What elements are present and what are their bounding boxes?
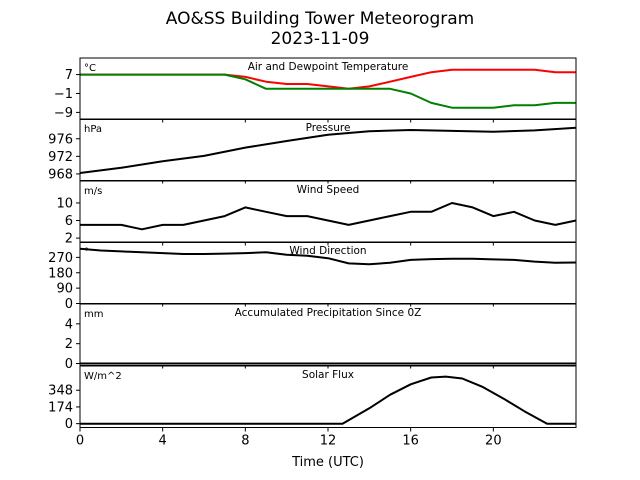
panel-3-series-1-line [80,202,577,231]
panel-3-ytick-label: 10 [56,196,73,211]
panel-6-series-1-line [80,375,576,425]
panel-2-ytick-label: 976 [48,132,73,147]
panel-5-title: Accumulated Precipitation Since 0Z [235,307,422,319]
panel-3: 10 6 2 m/s Wind Speed [56,180,577,247]
panel-1-unit: °C [84,63,96,74]
panel-3-title: Wind Speed [297,184,360,196]
x-axis: 0 4 8 12 16 20 [76,434,502,449]
panel-2-series-1-line [79,126,577,174]
panel-4-ytick-label: 90 [56,282,73,297]
panel-3-ytick-label: 6 [65,214,73,229]
panel-5-unit: mm [84,309,103,320]
panel-2-unit: hPa [84,124,102,135]
figure-title: AO&SS Building Tower Meteorogram [166,9,474,29]
panel-6-ytick-label: 0 [65,417,73,432]
panel-4-ytick-label: 0 [65,297,73,312]
panel-1-series-2-line [80,73,576,109]
x-axis-label: Time (UTC) [291,455,364,470]
panel-2-title: Pressure [306,122,351,134]
panel-6-title: Solar Flux [302,369,354,381]
panel-4-series-1-line [79,247,577,266]
panel-6-ytick-label: 174 [48,400,73,415]
figure-date: 2023-11-09 [271,29,370,49]
x-tick-label: 8 [241,434,249,449]
panel-6-ytick-label: 348 [48,384,73,399]
x-tick-label: 20 [485,434,502,449]
panel-1-ytick-label: −9 [54,106,73,121]
x-tick-label: 12 [320,434,337,449]
panel-4-title: Wind Direction [289,245,366,257]
panel-5-ytick-label: 0 [65,357,73,372]
panel-1-title: Air and Dewpoint Temperature [248,61,409,73]
panel-1-ytick-label: −1 [54,87,73,102]
panel-4-ytick-label: 180 [48,266,73,281]
panels-group: 7 −1 −9 °C Air and Dewpoint Temperature 976 97… [48,57,577,432]
x-tick-label: 0 [76,434,84,449]
panel-3-unit: m/s [84,186,102,197]
panel-6-unit: W/m^2 [84,371,122,382]
panel-1-ytick-label: 7 [65,68,73,83]
panel-4-unit: ° [84,247,89,258]
panel-5-ytick-label: 2 [65,337,73,352]
panel-5-ytick-label: 4 [65,317,73,332]
panel-4-ytick-label: 270 [48,251,73,266]
panel-1: 7 −1 −9 °C Air and Dewpoint Temperature [54,57,577,123]
panel-2-ytick-label: 972 [48,150,73,165]
panel-3-ytick-label: 2 [65,232,73,247]
panel-2-ytick-label: 968 [48,167,73,182]
x-tick-label: 16 [402,434,419,449]
x-tick-label: 4 [159,434,167,449]
